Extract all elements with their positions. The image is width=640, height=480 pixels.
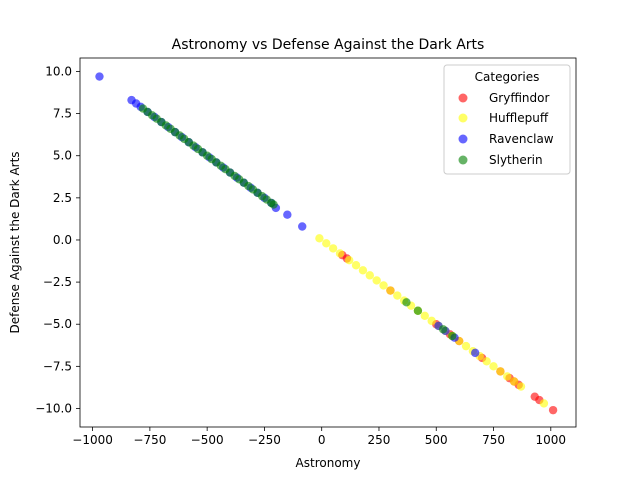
legend-label-slytherin: Slytherin (489, 153, 543, 167)
x-tick-label: 250 (368, 433, 391, 447)
point-hufflepuff (393, 291, 402, 300)
point-hufflepuff (496, 367, 505, 376)
legend-marker-ravenclaw (458, 134, 468, 144)
chart-title: Astronomy vs Defense Against the Dark Ar… (172, 37, 485, 53)
point-hufflepuff (358, 266, 368, 275)
point-hufflepuff (372, 276, 381, 285)
y-tick-label: 5.0 (53, 149, 72, 163)
x-tick-label: −500 (191, 433, 224, 447)
point-slytherin (448, 331, 457, 341)
point-ravenclaw (95, 72, 104, 81)
y-tick-label: 2.5 (53, 191, 72, 205)
point-ravenclaw (298, 222, 307, 231)
point-hufflepuff (351, 261, 361, 270)
point-hufflepuff (427, 316, 436, 326)
y-tick-label: 7.5 (53, 107, 72, 121)
point-hufflepuff (461, 341, 471, 351)
x-tick-label: 500 (425, 433, 448, 447)
point-hufflepuff (315, 234, 324, 243)
point-ravenclaw (470, 348, 480, 358)
point-slytherin (413, 306, 423, 315)
point-hufflepuff (386, 286, 395, 295)
point-hufflepuff (344, 255, 354, 265)
point-hufflepuff (379, 281, 388, 290)
point-slytherin (438, 325, 448, 334)
point-hufflepuff (335, 249, 345, 258)
point-hufflepuff (322, 239, 331, 248)
point-slytherin (269, 200, 278, 209)
point-hufflepuff (365, 271, 375, 280)
legend-marker-gryffindor (458, 93, 468, 103)
point-hufflepuff (509, 377, 519, 386)
y-axis-ticks: −10.0 −7.5 −5.0 −2.5 0.0 2.5 5.0 7.5 10.0 (35, 64, 80, 415)
point-hufflepuff (420, 311, 429, 320)
x-tick-label: −750 (133, 433, 166, 447)
legend-title: Categories (475, 70, 540, 84)
y-axis-label: Defense Against the Dark Arts (8, 151, 22, 333)
y-tick-label: −5.0 (43, 317, 72, 331)
legend-box (443, 64, 571, 175)
x-tick-label: 750 (482, 433, 505, 447)
plot-frame (79, 57, 577, 428)
point-ravenclaw (283, 210, 292, 219)
point-hufflepuff (328, 244, 338, 253)
point-hufflepuff (489, 362, 498, 371)
legend: Categories Gryffindor Hufflepuff Ravencl… (443, 64, 571, 175)
y-tick-label: 0.0 (53, 233, 72, 247)
x-tick-label: −250 (248, 433, 281, 447)
y-tick-label: −10.0 (35, 401, 72, 415)
plot-points (95, 72, 558, 415)
x-tick-label: 1000 (536, 433, 567, 447)
point-hufflepuff (539, 399, 549, 408)
point-slytherin (402, 298, 411, 307)
y-tick-label: −7.5 (43, 359, 72, 373)
x-tick-label: 0 (318, 433, 326, 447)
legend-label-ravenclaw: Ravenclaw (489, 132, 554, 146)
point-gryffindor (548, 405, 558, 415)
y-tick-label: −2.5 (43, 275, 72, 289)
legend-label-hufflepuff: Hufflepuff (489, 111, 549, 125)
legend-label-gryffindor: Gryffindor (489, 91, 550, 105)
point-hufflepuff (482, 357, 491, 366)
legend-marker-slytherin (458, 155, 468, 165)
x-axis-ticks: −1000 −750 −500 −250 0 250 500 750 1000 (72, 427, 566, 447)
y-tick-label: 10.0 (45, 64, 72, 78)
x-tick-label: −1000 (72, 433, 113, 447)
x-axis-label: Astronomy (296, 456, 361, 470)
legend-marker-hufflepuff (458, 113, 468, 123)
point-hufflepuff (516, 382, 526, 391)
point-hufflepuff (503, 372, 512, 381)
